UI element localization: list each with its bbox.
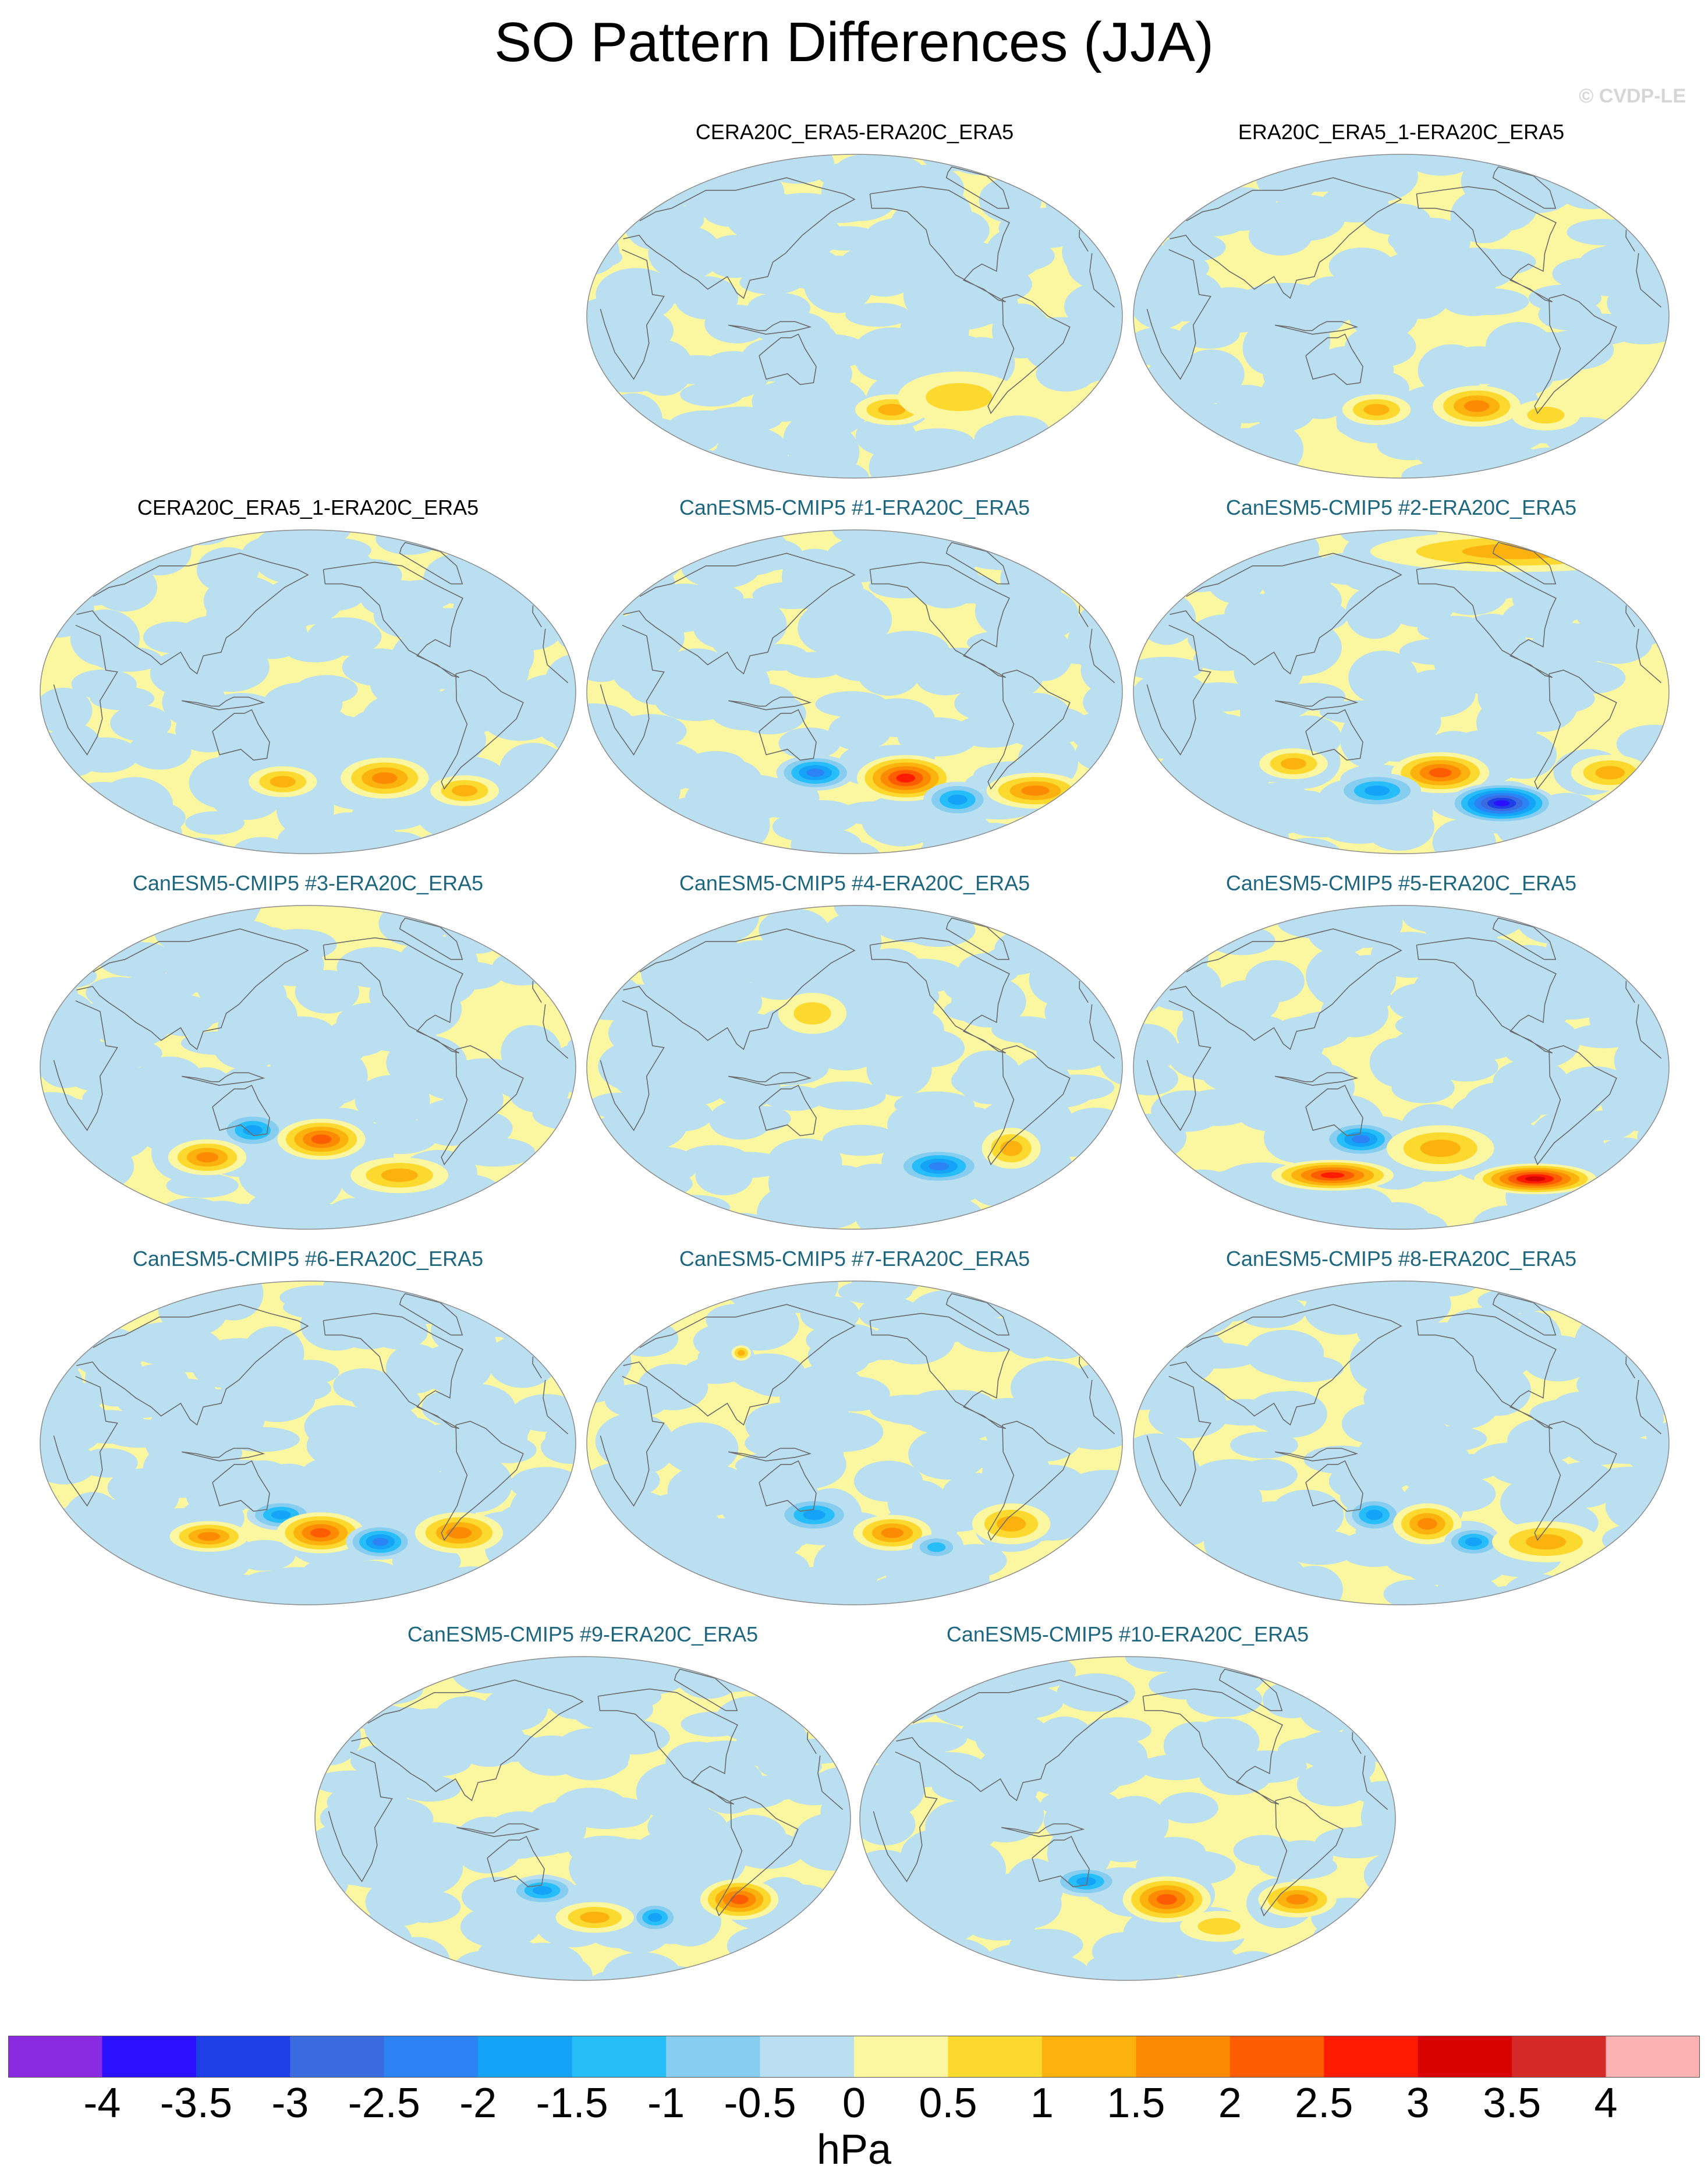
colorbar-tick: 0.5 — [919, 2080, 977, 2127]
difference-map — [1133, 154, 1670, 479]
colorbar-swatch — [760, 2036, 855, 2078]
colorbar-tick: 1.5 — [1107, 2080, 1165, 2127]
colorbar-tick: 4 — [1594, 2080, 1618, 2127]
figure-title: SO Pattern Differences (JJA) — [494, 11, 1214, 73]
colorbar-tick: -2.5 — [348, 2080, 420, 2127]
colorbar-swatch — [1418, 2036, 1512, 2078]
colorbar-swatch — [1512, 2036, 1607, 2078]
colorbar-tick: -2 — [459, 2080, 497, 2127]
colorbar-tick: -3.5 — [160, 2080, 232, 2127]
difference-map — [1133, 1280, 1670, 1605]
colorbar-swatch — [1606, 2036, 1700, 2078]
difference-map — [586, 154, 1123, 479]
panel-title: CanESM5-CMIP5 #1-ERA20C_ERA5 — [679, 496, 1030, 519]
colorbar-tick: 2.5 — [1295, 2080, 1353, 2127]
colorbar-swatch — [854, 2036, 948, 2078]
colorbar-tick: 2 — [1218, 2080, 1242, 2127]
colorbar-swatch — [1229, 2036, 1324, 2078]
map-panel: CanESM5-CMIP5 #8-ERA20C_ERA5 — [1131, 1246, 1672, 1619]
difference-map — [1133, 529, 1670, 854]
colorbar-swatch — [384, 2036, 479, 2078]
colorbar-tick: -3 — [271, 2080, 309, 2127]
difference-map — [1133, 905, 1670, 1230]
map-panel: CanESM5-CMIP5 #2-ERA20C_ERA5 — [1131, 495, 1672, 868]
colorbar-swatch — [1324, 2036, 1419, 2078]
colorbar-tick: 3.5 — [1483, 2080, 1542, 2127]
panel-title: CanESM5-CMIP5 #9-ERA20C_ERA5 — [407, 1622, 759, 1646]
panel-title: CanESM5-CMIP5 #5-ERA20C_ERA5 — [1225, 871, 1577, 895]
colorbar-swatch — [1136, 2036, 1231, 2078]
colorbar-swatch — [572, 2036, 667, 2078]
map-panel: CanESM5-CMIP5 #9-ERA20C_ERA5 — [312, 1622, 853, 1994]
colorbar-swatch — [1041, 2036, 1136, 2078]
map-panel: CanESM5-CMIP5 #3-ERA20C_ERA5 — [37, 871, 579, 1243]
panel-title: CERA20C_ERA5-ERA20C_ERA5 — [695, 120, 1014, 144]
map-panel: CERA20C_ERA5_1-ERA20C_ERA5 — [37, 495, 579, 868]
colorbar-tick: 3 — [1406, 2080, 1430, 2127]
colorbar-tick-labels: -4 -3.5 -3 -2.5 -2 -1.5 -1 -0.5 0 0.5 1 1.5 2 2.5 3 3.5… — [0, 2079, 1708, 2131]
panel-title: CanESM5-CMIP5 #6-ERA20C_ERA5 — [132, 1247, 484, 1271]
difference-map — [40, 905, 576, 1230]
panel-title: CanESM5-CMIP5 #7-ERA20C_ERA5 — [679, 1247, 1030, 1271]
panel-title: CanESM5-CMIP5 #2-ERA20C_ERA5 — [1225, 496, 1577, 519]
map-panel: CanESM5-CMIP5 #10-ERA20C_ERA5 — [857, 1622, 1398, 1994]
map-panel: ERA20C_ERA5_1-ERA20C_ERA5 — [1131, 119, 1672, 492]
colorbar-swatch — [102, 2036, 197, 2078]
panel-title: ERA20C_ERA5_1-ERA20C_ERA5 — [1238, 120, 1565, 144]
colorbar-tick: -1 — [647, 2080, 685, 2127]
panel-title: CanESM5-CMIP5 #10-ERA20C_ERA5 — [946, 1622, 1309, 1646]
map-panel: CanESM5-CMIP5 #4-ERA20C_ERA5 — [584, 871, 1125, 1243]
panel-title: CanESM5-CMIP5 #8-ERA20C_ERA5 — [1225, 1247, 1577, 1271]
difference-map — [586, 529, 1123, 854]
map-panel: CanESM5-CMIP5 #1-ERA20C_ERA5 — [584, 495, 1125, 868]
colorbar-swatch — [8, 2036, 102, 2078]
colorbar — [8, 2036, 1700, 2078]
difference-map — [586, 905, 1123, 1230]
difference-map — [314, 1656, 851, 1981]
colorbar-tick: 1 — [1030, 2080, 1054, 2127]
map-panel: CanESM5-CMIP5 #5-ERA20C_ERA5 — [1131, 871, 1672, 1243]
colorbar-unit-label: hPa — [816, 2127, 892, 2173]
colorbar-tick: -1.5 — [536, 2080, 608, 2127]
map-panel: CanESM5-CMIP5 #6-ERA20C_ERA5 — [37, 1246, 579, 1619]
watermark: © CVDP-LE — [1579, 85, 1686, 107]
colorbar-tick: -0.5 — [724, 2080, 796, 2127]
panel-title: CanESM5-CMIP5 #3-ERA20C_ERA5 — [132, 871, 484, 895]
difference-map — [859, 1656, 1396, 1981]
map-panel: CanESM5-CMIP5 #7-ERA20C_ERA5 — [584, 1246, 1125, 1619]
difference-map — [586, 1280, 1123, 1605]
colorbar-swatch — [478, 2036, 573, 2078]
colorbar-swatch — [196, 2036, 290, 2078]
colorbar-tick: 0 — [842, 2080, 866, 2127]
panel-title: CanESM5-CMIP5 #4-ERA20C_ERA5 — [679, 871, 1030, 895]
difference-map — [40, 529, 576, 854]
colorbar-swatch — [666, 2036, 761, 2078]
difference-map — [40, 1280, 576, 1605]
colorbar-swatch — [290, 2036, 385, 2078]
colorbar-swatch — [948, 2036, 1043, 2078]
colorbar-tick: -4 — [83, 2080, 121, 2127]
panel-title: CERA20C_ERA5_1-ERA20C_ERA5 — [137, 496, 479, 519]
map-panel: CERA20C_ERA5-ERA20C_ERA5 — [584, 119, 1125, 492]
